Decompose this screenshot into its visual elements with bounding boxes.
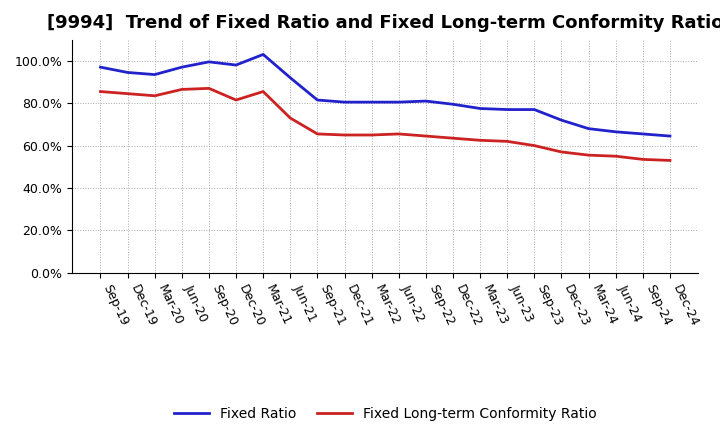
Fixed Ratio xyxy=(286,75,294,81)
Fixed Long-term Conformity Ratio xyxy=(367,132,376,138)
Fixed Long-term Conformity Ratio xyxy=(286,115,294,121)
Fixed Ratio xyxy=(449,102,457,107)
Fixed Ratio xyxy=(341,99,349,105)
Fixed Ratio xyxy=(367,99,376,105)
Fixed Long-term Conformity Ratio xyxy=(584,153,593,158)
Fixed Ratio xyxy=(421,99,430,104)
Fixed Long-term Conformity Ratio xyxy=(232,97,240,103)
Fixed Ratio xyxy=(557,117,566,123)
Fixed Ratio xyxy=(639,131,647,136)
Title: [9994]  Trend of Fixed Ratio and Fixed Long-term Conformity Ratio: [9994] Trend of Fixed Ratio and Fixed Lo… xyxy=(47,15,720,33)
Fixed Long-term Conformity Ratio xyxy=(476,138,485,143)
Fixed Long-term Conformity Ratio xyxy=(611,154,620,159)
Fixed Ratio xyxy=(204,59,213,65)
Fixed Long-term Conformity Ratio xyxy=(665,158,674,163)
Fixed Long-term Conformity Ratio xyxy=(639,157,647,162)
Fixed Long-term Conformity Ratio xyxy=(96,89,105,94)
Fixed Ratio xyxy=(530,107,539,112)
Fixed Long-term Conformity Ratio xyxy=(530,143,539,148)
Fixed Long-term Conformity Ratio xyxy=(449,136,457,141)
Fixed Long-term Conformity Ratio xyxy=(557,149,566,154)
Fixed Ratio xyxy=(96,65,105,70)
Fixed Ratio xyxy=(395,99,403,105)
Fixed Ratio xyxy=(178,65,186,70)
Fixed Long-term Conformity Ratio xyxy=(395,131,403,136)
Fixed Ratio xyxy=(313,97,322,103)
Fixed Ratio xyxy=(123,70,132,75)
Fixed Long-term Conformity Ratio xyxy=(421,133,430,139)
Line: Fixed Ratio: Fixed Ratio xyxy=(101,55,670,136)
Fixed Ratio xyxy=(611,129,620,135)
Fixed Ratio xyxy=(584,126,593,131)
Legend: Fixed Ratio, Fixed Long-term Conformity Ratio: Fixed Ratio, Fixed Long-term Conformity … xyxy=(168,401,602,426)
Fixed Ratio xyxy=(232,62,240,68)
Fixed Long-term Conformity Ratio xyxy=(313,131,322,136)
Line: Fixed Long-term Conformity Ratio: Fixed Long-term Conformity Ratio xyxy=(101,88,670,161)
Fixed Ratio xyxy=(476,106,485,111)
Fixed Long-term Conformity Ratio xyxy=(259,89,268,94)
Fixed Long-term Conformity Ratio xyxy=(204,86,213,91)
Fixed Ratio xyxy=(150,72,159,77)
Fixed Long-term Conformity Ratio xyxy=(341,132,349,138)
Fixed Long-term Conformity Ratio xyxy=(123,91,132,96)
Fixed Long-term Conformity Ratio xyxy=(503,139,511,144)
Fixed Ratio xyxy=(665,133,674,139)
Fixed Long-term Conformity Ratio xyxy=(178,87,186,92)
Fixed Long-term Conformity Ratio xyxy=(150,93,159,99)
Fixed Ratio xyxy=(259,52,268,57)
Fixed Ratio xyxy=(503,107,511,112)
